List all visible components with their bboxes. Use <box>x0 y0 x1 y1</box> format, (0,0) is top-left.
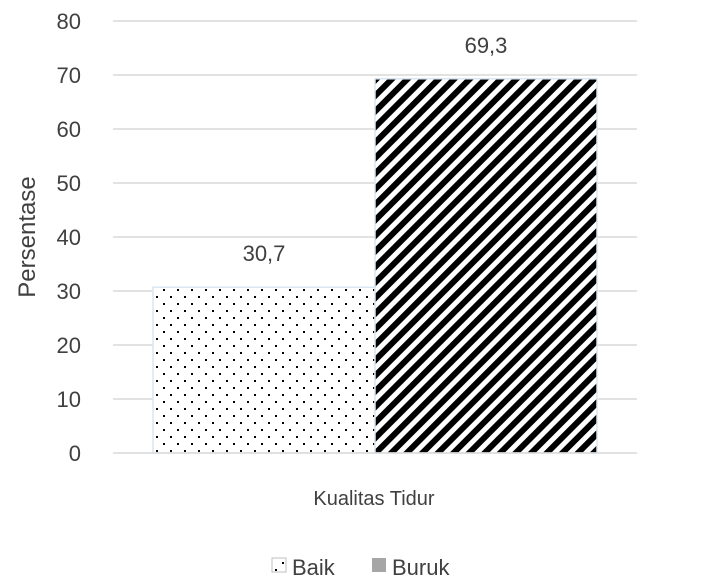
y-tick-label: 60 <box>57 117 81 142</box>
legend-item-buruk: Buruk <box>372 555 450 580</box>
bar-baik <box>152 286 376 454</box>
bars <box>152 78 598 454</box>
legend-swatch-buruk <box>372 558 386 572</box>
legend-label-buruk: Buruk <box>392 555 450 580</box>
data-labels: 30,7 69,3 <box>243 33 508 266</box>
legend-item-baik: Baik <box>271 555 336 580</box>
y-tick-label: 80 <box>57 9 81 34</box>
legend-swatch-baik <box>271 557 287 573</box>
y-tick-label: 0 <box>69 441 81 466</box>
y-axis-title: Persentase <box>14 176 41 297</box>
data-label-buruk: 69,3 <box>465 33 508 58</box>
y-axis-ticks: 0 10 20 30 40 50 60 70 80 <box>57 9 81 466</box>
y-tick-label: 10 <box>57 387 81 412</box>
y-tick-label: 20 <box>57 333 81 358</box>
y-tick-label: 70 <box>57 63 81 88</box>
legend-label-baik: Baik <box>292 555 336 580</box>
y-tick-label: 30 <box>57 279 81 304</box>
bar-buruk <box>374 78 598 454</box>
legend: Baik Buruk <box>271 555 450 580</box>
data-label-baik: 30,7 <box>243 241 286 266</box>
y-tick-label: 40 <box>57 225 81 250</box>
category-label: Kualitas Tidur <box>313 488 435 510</box>
y-tick-label: 50 <box>57 171 81 196</box>
